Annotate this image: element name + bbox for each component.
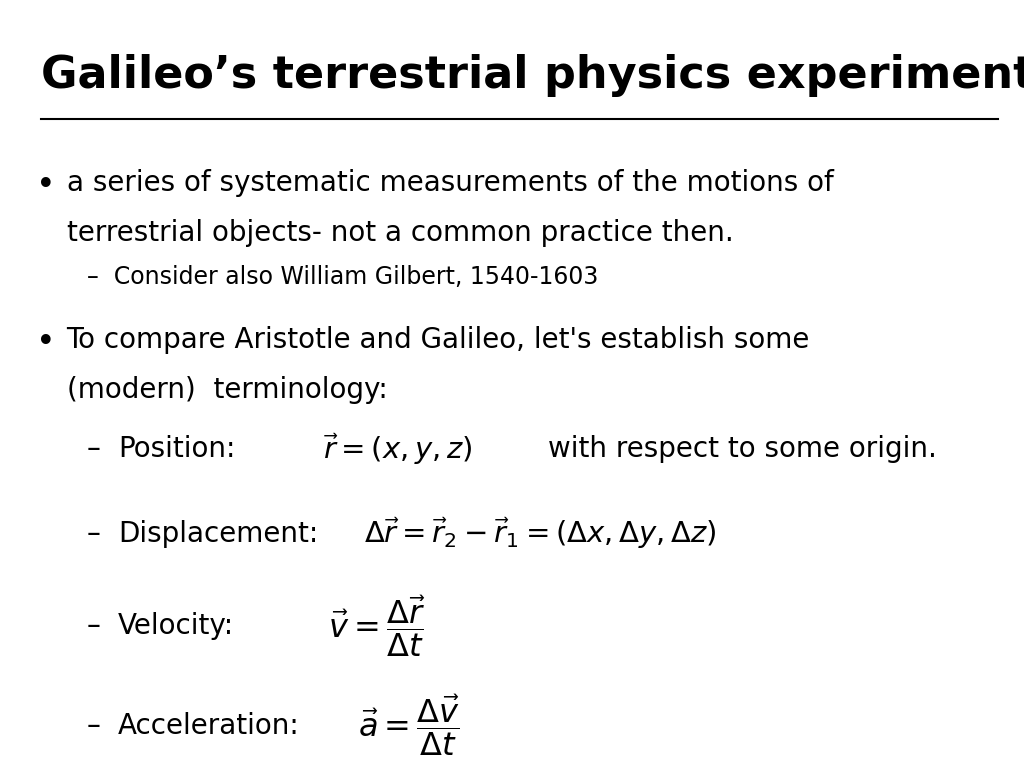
Text: Acceleration:: Acceleration: [118,712,299,740]
Text: To compare Aristotle and Galileo, let's establish some: To compare Aristotle and Galileo, let's … [67,326,810,354]
Text: •: • [36,169,55,202]
Text: –: – [87,612,101,640]
Text: $\Delta\vec{r} = \vec{r}_2 - \vec{r}_1 = (\Delta x, \Delta y, \Delta z)$: $\Delta\vec{r} = \vec{r}_2 - \vec{r}_1 =… [364,516,717,551]
Text: terrestrial objects- not a common practice then.: terrestrial objects- not a common practi… [67,219,733,247]
Text: $\vec{a} = \dfrac{\Delta\vec{v}}{\Delta t}$: $\vec{a} = \dfrac{\Delta\vec{v}}{\Delta … [358,693,461,759]
Text: with respect to some origin.: with respect to some origin. [548,435,937,463]
Text: Galileo’s terrestrial physics experiments: Galileo’s terrestrial physics experiment… [41,54,1024,97]
Text: –: – [87,520,101,548]
Text: –: – [87,712,101,740]
Text: $\vec{r} = (x, y, z)$: $\vec{r} = (x, y, z)$ [323,432,472,467]
Text: $\vec{v} = \dfrac{\Delta\vec{r}}{\Delta t}$: $\vec{v} = \dfrac{\Delta\vec{r}}{\Delta … [328,593,425,659]
Text: Displacement:: Displacement: [118,520,318,548]
Text: Position:: Position: [118,435,236,463]
Text: a series of systematic measurements of the motions of: a series of systematic measurements of t… [67,169,834,197]
Text: (modern)  terminology:: (modern) terminology: [67,376,387,404]
Text: –  Consider also William Gilbert, 1540-1603: – Consider also William Gilbert, 1540-16… [87,265,598,289]
Text: •: • [36,326,55,359]
Text: Velocity:: Velocity: [118,612,233,640]
Text: –: – [87,435,101,463]
